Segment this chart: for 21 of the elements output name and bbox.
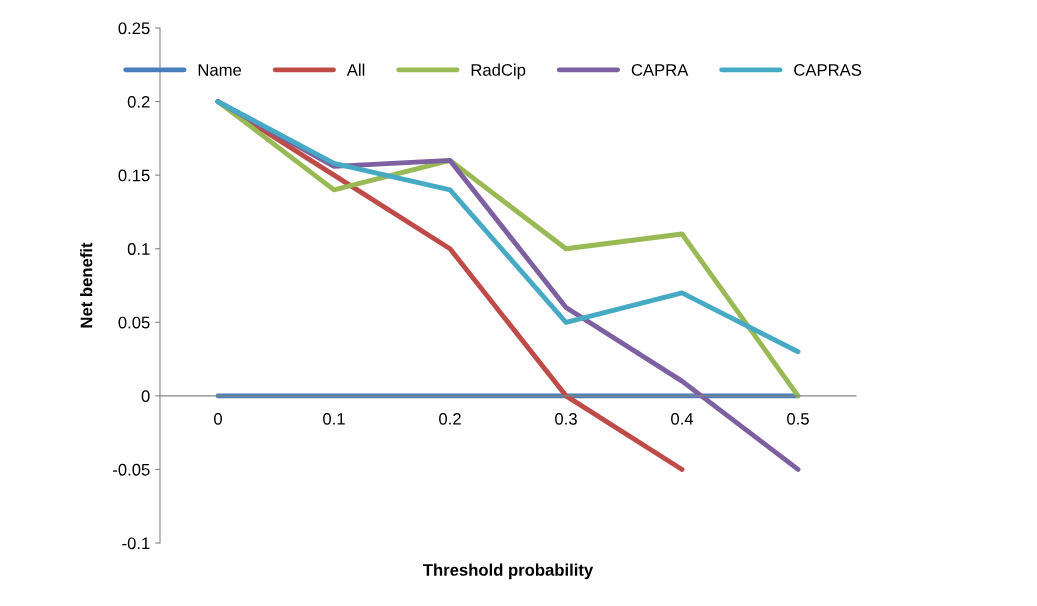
x-tick-label: 0.2: [439, 412, 461, 425]
y-tick-label: 0.2: [127, 95, 150, 108]
y-tick-label: 0.05: [118, 316, 150, 329]
y-tick-label: 0.1: [127, 243, 150, 255]
x-tick-label: 0: [214, 412, 222, 425]
y-tick-label: 0: [141, 390, 150, 403]
legend-label: All: [346, 63, 365, 76]
x-tick-label: 0.3: [555, 412, 577, 425]
y-tick-label: -0.05: [113, 463, 150, 476]
x-tick-label: 0.1: [323, 412, 345, 425]
y-tick-label: 0.25: [118, 22, 150, 35]
x-axis-title: Threshold probability: [423, 563, 594, 580]
legend-label: RadCip: [471, 63, 526, 80]
legend-label: Name: [198, 64, 242, 76]
y-tick-label: 0.15: [118, 169, 150, 182]
y-axis-title: Net benefit: [80, 242, 93, 328]
x-tick-label: 0.4: [671, 412, 694, 425]
y-tick-label: -0.1: [122, 537, 150, 550]
legend-label: CAPRA: [631, 64, 689, 76]
legend-label: CAPRAS: [794, 64, 862, 76]
x-tick-label: 0.5: [787, 412, 809, 425]
